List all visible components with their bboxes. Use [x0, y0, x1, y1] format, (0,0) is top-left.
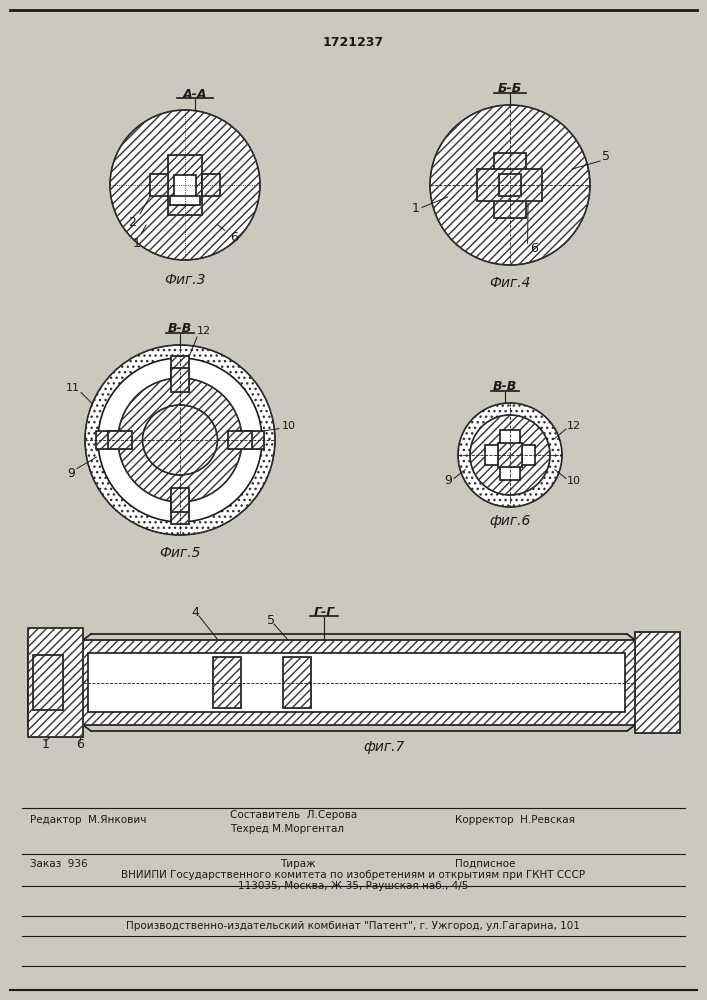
- Bar: [283, 657, 311, 708]
- Bar: [171, 368, 189, 392]
- Bar: [494, 152, 526, 218]
- Bar: [108, 431, 132, 449]
- Bar: [498, 443, 522, 467]
- Text: 113035, Москва, Ж-35, Раушская наб., 4/5: 113035, Москва, Ж-35, Раушская наб., 4/5: [238, 881, 468, 891]
- Bar: [283, 657, 311, 708]
- Circle shape: [458, 403, 562, 507]
- Bar: [494, 152, 526, 218]
- Bar: [28, 640, 680, 725]
- Circle shape: [110, 110, 260, 260]
- Text: Фиг.4: Фиг.4: [489, 276, 531, 290]
- Text: 6: 6: [530, 242, 538, 255]
- Text: Б-Б: Б-Б: [498, 83, 522, 96]
- Text: Составитель  Л.Серова: Составитель Л.Серова: [230, 810, 357, 820]
- Text: Заказ  936: Заказ 936: [30, 859, 88, 869]
- Bar: [238, 431, 264, 449]
- Bar: [477, 169, 542, 201]
- Text: Г-Г: Г-Г: [313, 605, 334, 618]
- Bar: [28, 640, 680, 725]
- Text: 1721237: 1721237: [322, 35, 384, 48]
- Text: 12: 12: [567, 421, 581, 431]
- Text: Корректор  Н.Ревская: Корректор Н.Ревская: [455, 815, 575, 825]
- Text: Редактор  М.Янкович: Редактор М.Янкович: [30, 815, 146, 825]
- Bar: [171, 498, 189, 524]
- Bar: [28, 628, 83, 737]
- Circle shape: [470, 415, 550, 495]
- Bar: [150, 174, 168, 196]
- Text: В-В: В-В: [168, 322, 192, 336]
- Bar: [168, 155, 202, 215]
- Text: А-А: А-А: [182, 88, 207, 101]
- Text: 5: 5: [602, 150, 610, 163]
- Text: фиг.7: фиг.7: [363, 740, 404, 754]
- Text: 10: 10: [282, 421, 296, 431]
- Bar: [174, 175, 196, 205]
- Text: 2: 2: [129, 216, 136, 229]
- Bar: [499, 174, 521, 196]
- Text: 1: 1: [42, 738, 50, 752]
- Text: ВНИИПИ Государственного комитета по изобретениям и открытиям при ГКНТ СССР: ВНИИПИ Государственного комитета по изоб…: [121, 870, 585, 880]
- Bar: [202, 174, 220, 196]
- Bar: [213, 657, 241, 708]
- Text: Подписное: Подписное: [455, 859, 515, 869]
- Bar: [499, 174, 521, 196]
- Text: В-В: В-В: [493, 380, 517, 393]
- Text: фиг.6: фиг.6: [489, 514, 531, 528]
- Bar: [202, 174, 220, 196]
- Text: 9: 9: [67, 467, 75, 480]
- Text: 1: 1: [132, 237, 140, 250]
- Text: Фиг.5: Фиг.5: [159, 546, 201, 560]
- Text: 4: 4: [191, 605, 199, 618]
- Bar: [171, 356, 189, 382]
- Bar: [168, 155, 202, 215]
- Bar: [96, 431, 122, 449]
- Text: Фиг.3: Фиг.3: [164, 273, 206, 287]
- Bar: [477, 169, 542, 201]
- Bar: [171, 368, 189, 392]
- Bar: [635, 632, 680, 733]
- Text: Производственно-издательский комбинат "Патент", г. Ужгород, ул.Гагарина, 101: Производственно-издательский комбинат "П…: [126, 921, 580, 931]
- Bar: [498, 443, 522, 467]
- Bar: [635, 632, 680, 733]
- Circle shape: [98, 358, 262, 522]
- Bar: [238, 431, 264, 449]
- Text: 9: 9: [444, 475, 452, 488]
- Text: 10: 10: [567, 476, 581, 486]
- Text: 1: 1: [412, 202, 420, 216]
- Text: 5: 5: [267, 613, 275, 626]
- Text: 6: 6: [230, 231, 238, 244]
- Text: 6: 6: [76, 738, 84, 752]
- Bar: [500, 430, 520, 480]
- Bar: [33, 655, 63, 710]
- Text: 12: 12: [197, 326, 211, 336]
- Bar: [171, 356, 189, 382]
- Text: Техред М.Моргентал: Техред М.Моргентал: [230, 824, 344, 834]
- Circle shape: [85, 345, 275, 535]
- Bar: [108, 431, 132, 449]
- Bar: [96, 431, 122, 449]
- Bar: [228, 431, 252, 449]
- Text: 11: 11: [66, 383, 80, 393]
- Bar: [33, 655, 63, 710]
- Bar: [150, 174, 168, 196]
- Bar: [485, 445, 535, 465]
- Bar: [170, 196, 200, 205]
- Circle shape: [430, 105, 590, 265]
- Bar: [228, 431, 252, 449]
- Bar: [88, 653, 625, 712]
- Bar: [28, 628, 83, 737]
- Bar: [171, 498, 189, 524]
- Bar: [171, 488, 189, 512]
- Circle shape: [118, 378, 242, 502]
- Bar: [213, 657, 241, 708]
- Text: Тираж: Тираж: [280, 859, 315, 869]
- Bar: [171, 488, 189, 512]
- Ellipse shape: [143, 405, 218, 475]
